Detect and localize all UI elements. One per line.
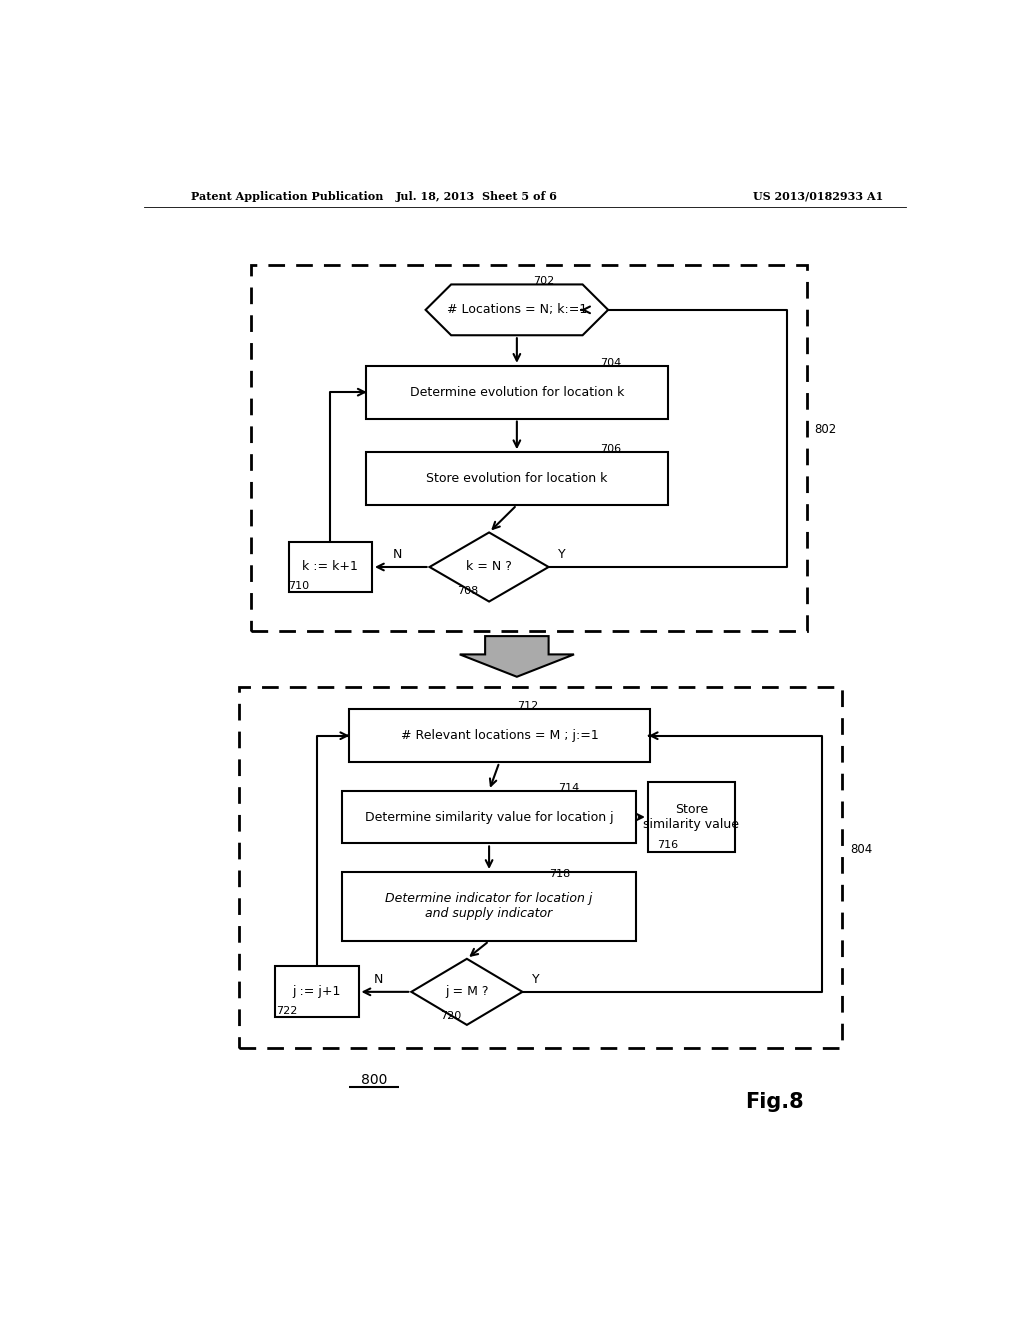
Bar xyxy=(342,873,636,941)
Text: 716: 716 xyxy=(657,840,679,850)
Text: 718: 718 xyxy=(549,869,570,879)
Text: Y: Y xyxy=(558,548,565,561)
Text: j = M ?: j = M ? xyxy=(445,985,488,998)
Text: k := k+1: k := k+1 xyxy=(302,561,358,573)
Text: 704: 704 xyxy=(600,358,622,368)
Text: j := j+1: j := j+1 xyxy=(293,985,341,998)
Text: 706: 706 xyxy=(600,444,622,454)
Text: # Locations = N; k:=1: # Locations = N; k:=1 xyxy=(446,304,587,317)
Polygon shape xyxy=(430,532,549,602)
Text: 804: 804 xyxy=(850,842,872,855)
Text: 802: 802 xyxy=(814,424,837,437)
Text: 714: 714 xyxy=(558,783,580,792)
Text: US 2013/0182933 A1: US 2013/0182933 A1 xyxy=(754,190,884,202)
Text: 720: 720 xyxy=(440,1011,461,1022)
Polygon shape xyxy=(426,284,608,335)
Text: N: N xyxy=(392,548,401,561)
Text: 702: 702 xyxy=(534,276,555,286)
Text: Jul. 18, 2013  Sheet 5 of 6: Jul. 18, 2013 Sheet 5 of 6 xyxy=(396,190,558,202)
Bar xyxy=(367,366,668,418)
Text: # Relevant locations = M ; j:=1: # Relevant locations = M ; j:=1 xyxy=(400,729,598,742)
Text: N: N xyxy=(374,973,384,986)
Polygon shape xyxy=(460,636,574,677)
Text: 722: 722 xyxy=(275,1006,297,1016)
Polygon shape xyxy=(412,958,522,1024)
Text: k = N ?: k = N ? xyxy=(466,561,512,573)
Text: Determine evolution for location k: Determine evolution for location k xyxy=(410,385,624,399)
Text: Patent Application Publication: Patent Application Publication xyxy=(191,190,384,202)
Text: 712: 712 xyxy=(517,701,539,711)
Text: Store evolution for location k: Store evolution for location k xyxy=(426,473,607,484)
Text: Determine indicator for location j
and supply indicator: Determine indicator for location j and s… xyxy=(385,892,593,920)
Text: Store
similarity value: Store similarity value xyxy=(643,803,739,832)
Text: Determine similarity value for location j: Determine similarity value for location … xyxy=(365,810,613,824)
Bar xyxy=(289,541,372,593)
Bar xyxy=(240,686,843,1048)
Text: Fig.8: Fig.8 xyxy=(745,1092,804,1111)
Bar xyxy=(348,709,650,762)
Bar xyxy=(251,265,807,631)
Text: 708: 708 xyxy=(458,586,478,597)
Bar xyxy=(648,783,735,851)
Text: Y: Y xyxy=(531,973,540,986)
Text: 800: 800 xyxy=(360,1073,387,1088)
Bar xyxy=(275,966,358,1018)
Bar xyxy=(342,791,636,843)
Text: 710: 710 xyxy=(289,581,309,591)
Bar xyxy=(367,453,668,506)
